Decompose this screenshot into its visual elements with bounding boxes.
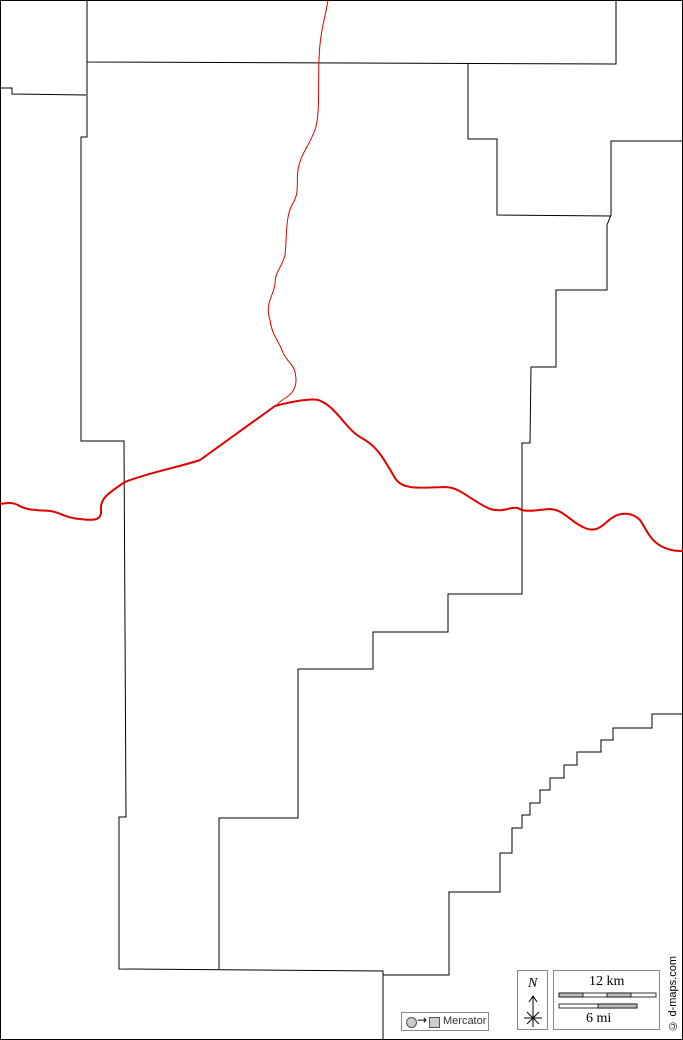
arrow-right-icon: → (417, 1013, 428, 1027)
scale-bar: 12 km 6 mi (553, 970, 660, 1030)
globe-circle-icon (406, 1017, 417, 1028)
north-label: N (528, 976, 538, 991)
rivers (0, 0, 683, 552)
compass-icon (524, 995, 542, 1027)
scale-bars (558, 992, 657, 1009)
map-square-icon (429, 1017, 440, 1028)
projection-legend: → Mercator (401, 1012, 489, 1031)
boundary-north (86, 0, 617, 65)
projection-label: Mercator (443, 1015, 487, 1027)
north-arrow: N (517, 970, 548, 1030)
credit-text: © d-maps.com (667, 956, 679, 1032)
boundary-west (80, 62, 384, 1040)
river-tributary (267, 0, 329, 407)
boundary-northeast (467, 64, 612, 217)
boundary-central (218, 140, 683, 969)
river-main (0, 398, 683, 552)
scale-mi-label: 6 mi (586, 1011, 612, 1026)
boundary-southeast (383, 713, 683, 976)
boundary-northwest (0, 87, 87, 96)
scale-km-label: 12 km (589, 974, 625, 989)
